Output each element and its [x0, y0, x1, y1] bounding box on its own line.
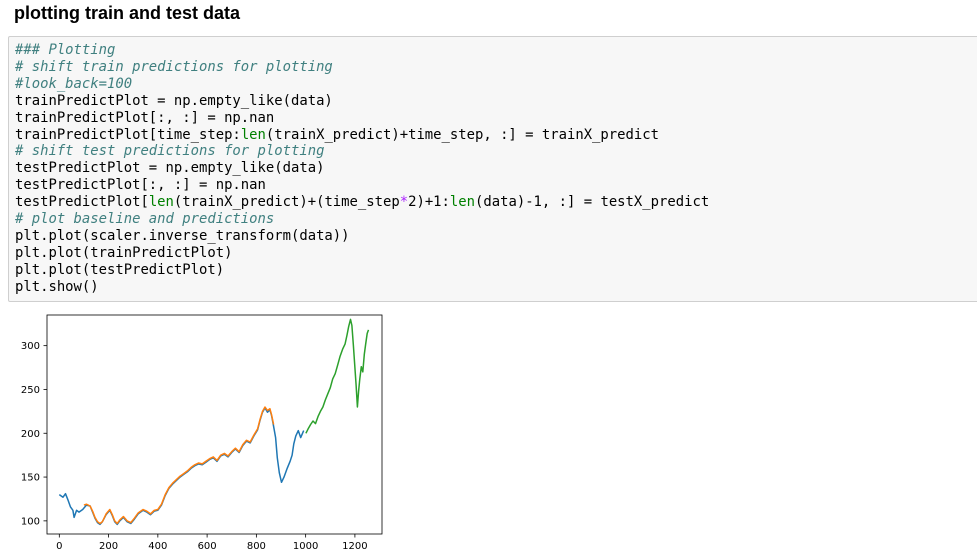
x-tick-label: 0: [56, 541, 62, 552]
code-line: # plot baseline and predictions: [15, 211, 977, 228]
code-line: plt.plot(scaler.inverse_transform(data)): [15, 228, 977, 245]
code-token: *: [399, 194, 409, 211]
code-token: # shift train predictions for plotting: [15, 58, 333, 75]
code-line: testPredictPlot[:, :] = np.nan: [15, 177, 977, 194]
y-tick-label: 300: [21, 341, 40, 352]
code-token: # plot baseline and predictions: [15, 211, 275, 228]
code-editor[interactable]: ### Plotting # shift train predictions fo…: [9, 37, 977, 296]
code-cell[interactable]: ### Plotting # shift train predictions fo…: [8, 36, 977, 302]
code-line: testPredictPlot = np.empty_like(data): [15, 160, 977, 177]
code-token: len: [240, 126, 266, 143]
output-area: 0 200 400 600 800 1000 1200 100 150 200 250 300: [0, 308, 400, 556]
code-line: testPredictPlot[len(trainX_predict)+(tim…: [15, 194, 977, 211]
code-line: plt.plot(trainPredictPlot): [15, 245, 977, 262]
code-token: ### Plotting: [15, 42, 116, 58]
line-chart: 0 200 400 600 800 1000 1200 100 150 200 250 300: [21, 314, 383, 552]
x-tick-label: 800: [247, 541, 266, 552]
code-token: # shift test predictions for plotting: [15, 143, 325, 160]
y-tick-label: 150: [21, 473, 40, 484]
code-line: ### Plotting: [15, 42, 977, 59]
code-line: #look_back=100: [15, 76, 977, 93]
code-token: len: [148, 194, 174, 211]
code-token: (data)-1, :] = testX_predict: [475, 194, 710, 211]
series-line-1: [83, 406, 275, 525]
code-token: plt.plot(testPredictPlot): [15, 261, 225, 278]
x-tick-label: 600: [198, 541, 217, 552]
code-token: testPredictPlot = np.empty_like(data): [15, 160, 325, 177]
code-line: # shift train predictions for plotting: [15, 59, 977, 76]
code-token: plt.plot(scaler.inverse_transform(data)): [15, 227, 350, 244]
y-tick-label: 100: [21, 516, 40, 527]
section-heading: plotting train and test data: [14, 3, 241, 23]
y-tick-label: 200: [21, 429, 40, 440]
code-token: plt.plot(trainPredictPlot): [15, 244, 233, 261]
x-tick-label: 1200: [342, 541, 367, 552]
plot-frame: [46, 314, 383, 535]
x-tick-label: 200: [99, 541, 118, 552]
x-tick-label: 1000: [293, 541, 318, 552]
code-line: # shift test predictions for plotting: [15, 143, 977, 160]
code-line: plt.show(): [15, 279, 977, 296]
series-line-0: [58, 407, 305, 526]
code-line: plt.plot(testPredictPlot): [15, 262, 977, 279]
code-token: trainPredictPlot = np.empty_like(data): [15, 92, 333, 109]
code-token: testPredictPlot[: [15, 194, 149, 211]
code-token: len: [449, 194, 476, 211]
code-token: 2)+1:: [408, 194, 450, 211]
x-tick-label: 400: [148, 541, 167, 552]
code-token: trainPredictPlot[time_step:: [15, 126, 241, 143]
code-token: testPredictPlot[:, :] = np.nan: [15, 177, 266, 194]
code-token: (trainX_predict)+(time_step: [173, 194, 400, 211]
code-line: trainPredictPlot[:, :] = np.nan: [15, 110, 977, 127]
code-token: (trainX_predict)+time_step, :] = trainX_…: [265, 126, 659, 143]
series-line-2: [305, 318, 370, 434]
code-token: trainPredictPlot[:, :] = np.nan: [15, 109, 275, 126]
y-tick-label: 250: [21, 385, 40, 396]
code-line: trainPredictPlot[time_step:len(trainX_pr…: [15, 127, 977, 144]
code-token: #look_back=100: [15, 75, 133, 92]
code-line: trainPredictPlot = np.empty_like(data): [15, 93, 977, 110]
code-token: plt.show(): [15, 278, 99, 295]
